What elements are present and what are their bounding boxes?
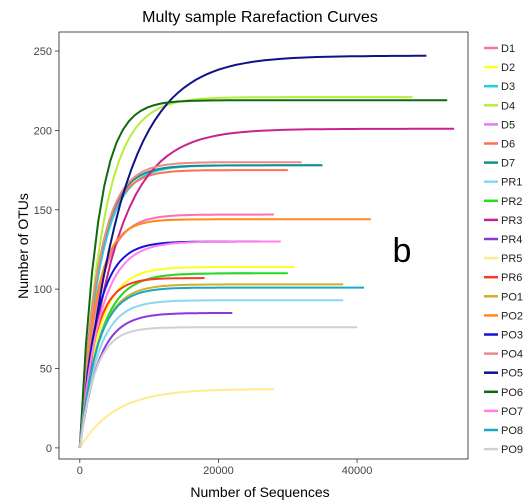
curve-pr4 xyxy=(78,312,233,449)
legend-item-po9: PO9 xyxy=(501,444,523,456)
legend-item-po2: PO2 xyxy=(501,310,523,322)
legend-item-d4: D4 xyxy=(501,100,515,112)
curve-pr6 xyxy=(78,277,205,448)
legend: D1 D2 D3 D4 D5 D6 D7 PR1 PR2 PR3 PR4 PR5 PR6 PO1 PO2 PO… xyxy=(484,43,523,456)
x-axis-label: Number of Sequences xyxy=(190,484,329,500)
curve-po4 xyxy=(78,161,302,448)
curve-pr5 xyxy=(78,388,274,449)
legend-item-pr5: PR5 xyxy=(501,253,522,265)
plot-area xyxy=(58,31,469,460)
curve-d4 xyxy=(78,96,413,448)
legend-item-d5: D5 xyxy=(501,119,515,131)
curve-po2 xyxy=(78,218,371,448)
x-tick-label: 20000 xyxy=(203,465,234,477)
legend-item-po8: PO8 xyxy=(501,425,523,437)
curve-pr3 xyxy=(78,127,455,449)
y-tick-label: 50 xyxy=(40,364,52,376)
curve-pr2 xyxy=(78,272,288,449)
x-tick-label: 0 xyxy=(77,465,83,477)
legend-item-po3: PO3 xyxy=(501,330,523,342)
legend-item-po6: PO6 xyxy=(501,387,523,399)
y-axis-label: Number of OTUs xyxy=(15,193,31,299)
legend-item-po1: PO1 xyxy=(501,291,523,303)
curve-po7 xyxy=(78,240,281,449)
chart-title: Multy sample Rarefaction Curves xyxy=(142,9,378,26)
legend-item-d3: D3 xyxy=(501,81,515,93)
legend-item-po5: PO5 xyxy=(501,368,523,380)
curve-po8 xyxy=(78,286,364,449)
x-tick-label: 40000 xyxy=(342,465,373,477)
legend-item-pr6: PR6 xyxy=(501,272,522,284)
y-tick-label: 100 xyxy=(34,284,52,296)
legend-item-pr2: PR2 xyxy=(501,196,522,208)
y-tick-label: 150 xyxy=(34,205,52,217)
curve-po1 xyxy=(78,283,344,449)
legend-item-po7: PO7 xyxy=(501,406,523,418)
axis-ticks: 0 20000 40000 0 50 100 150 200 250 xyxy=(34,46,373,477)
series-curves xyxy=(78,54,455,449)
y-tick-label: 250 xyxy=(34,46,52,58)
legend-item-d7: D7 xyxy=(501,158,515,170)
legend-item-pr4: PR4 xyxy=(501,234,522,246)
curve-po9 xyxy=(78,326,358,449)
legend-item-d6: D6 xyxy=(501,139,515,151)
curve-po6 xyxy=(78,99,448,448)
curve-d1 xyxy=(78,213,274,448)
legend-item-d2: D2 xyxy=(501,62,515,74)
legend-item-po4: PO4 xyxy=(501,349,523,361)
legend-item-pr3: PR3 xyxy=(501,215,522,227)
curve-po5 xyxy=(78,54,427,449)
curve-pr1 xyxy=(78,299,344,449)
y-tick-label: 0 xyxy=(46,443,52,455)
legend-item-pr1: PR1 xyxy=(501,177,522,189)
legend-item-d1: D1 xyxy=(501,43,515,55)
y-tick-label: 200 xyxy=(34,125,52,137)
panel-label: b xyxy=(393,232,412,270)
